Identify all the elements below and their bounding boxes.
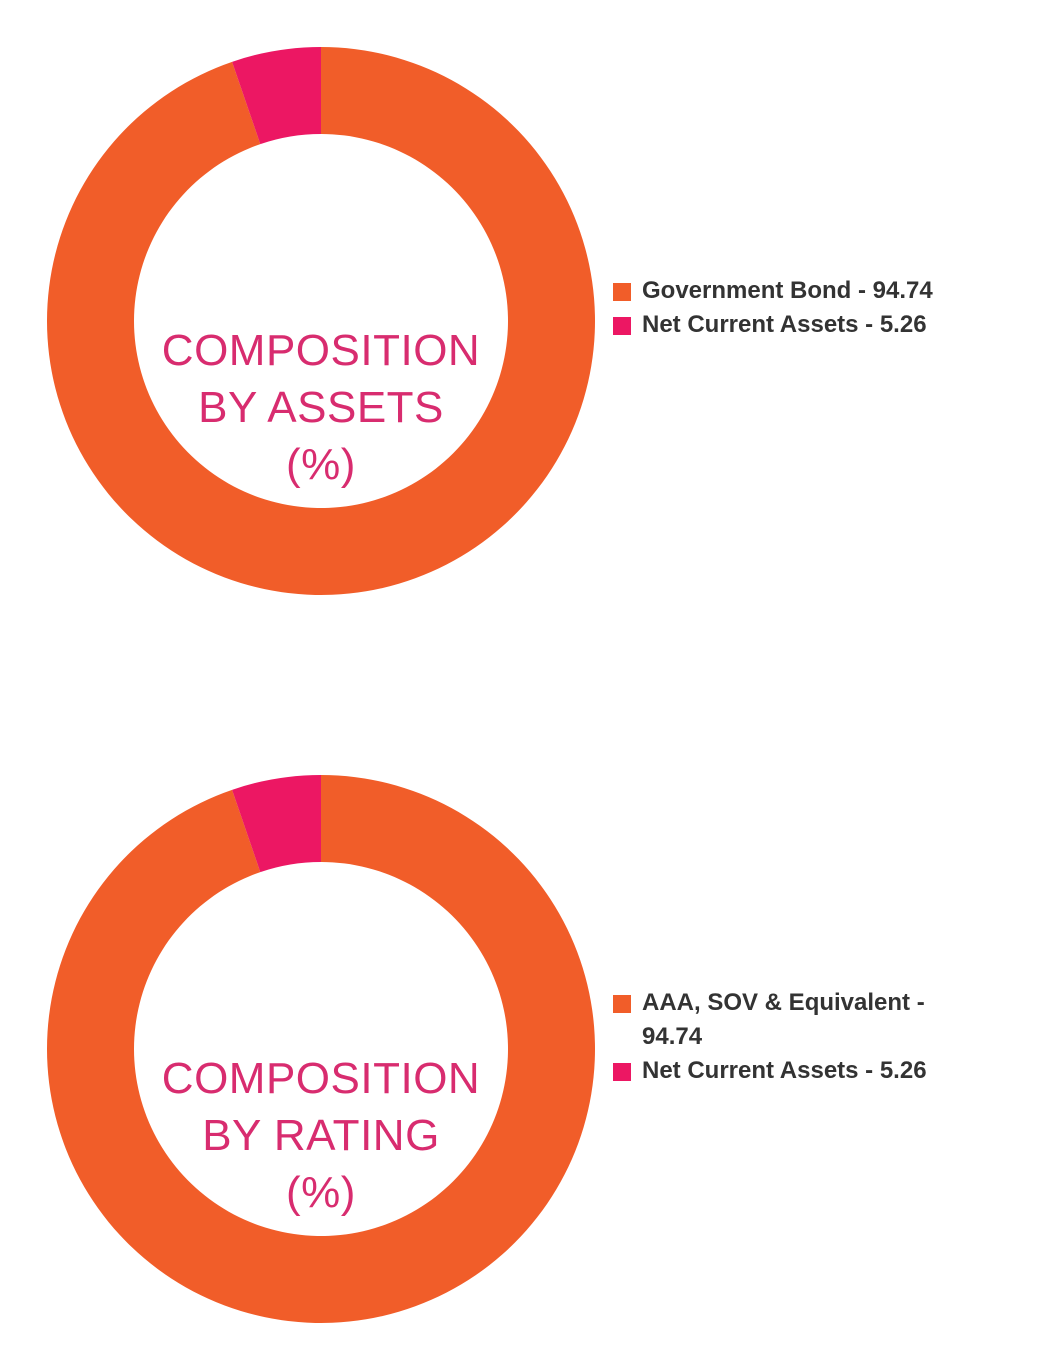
legend-swatch xyxy=(613,283,631,301)
legend-label: Net Current Assets - 5.26 xyxy=(642,311,927,338)
legend-swatch xyxy=(613,1063,631,1081)
composition-by-assets-chart: COMPOSITION BY ASSETS (%) Government Bon… xyxy=(0,46,1055,606)
assets-title-line-3: (%) xyxy=(286,440,356,489)
assets-title-line-2: BY ASSETS xyxy=(198,383,444,432)
rating-title-line-2: BY RATING xyxy=(202,1111,440,1160)
composition-by-rating-chart: COMPOSITION BY RATING (%) AAA, SOV & Equ… xyxy=(0,774,1055,1334)
donut-slice-government-bond xyxy=(46,47,595,595)
legend-swatch xyxy=(613,995,631,1013)
legend-swatch xyxy=(613,317,631,335)
donut-slice-aaa-sov-equivalent xyxy=(46,775,595,1323)
rating-title-line-3: (%) xyxy=(286,1168,356,1217)
assets-title-line-1: COMPOSITION xyxy=(161,326,481,375)
legend-label: Net Current Assets - 5.26 xyxy=(642,1057,927,1084)
legend-item-net-current-assets: Net Current Assets - 5.26 xyxy=(613,1054,973,1088)
rating-legend: AAA, SOV & Equivalent - 94.74 Net Curren… xyxy=(613,986,973,1088)
legend-item-net-current-assets: Net Current Assets - 5.26 xyxy=(613,308,973,342)
rating-title-line-1: COMPOSITION xyxy=(161,1054,481,1103)
rating-chart-title: COMPOSITION BY RATING (%) xyxy=(136,1050,506,1221)
legend-item-government-bond: Government Bond - 94.74 xyxy=(613,274,973,308)
legend-item-aaa-sov-equivalent: AAA, SOV & Equivalent - 94.74 xyxy=(613,986,973,1054)
assets-chart-title: COMPOSITION BY ASSETS (%) xyxy=(136,322,506,493)
assets-donut xyxy=(46,47,595,595)
donut-slice-net-current-assets xyxy=(232,47,321,145)
assets-legend: Government Bond - 94.74 Net Current Asse… xyxy=(613,274,973,342)
legend-label: AAA, SOV & Equivalent - 94.74 xyxy=(642,989,925,1050)
rating-donut xyxy=(46,775,595,1323)
legend-label: Government Bond - 94.74 xyxy=(642,277,933,304)
donut-slice-net-current-assets xyxy=(232,775,321,873)
